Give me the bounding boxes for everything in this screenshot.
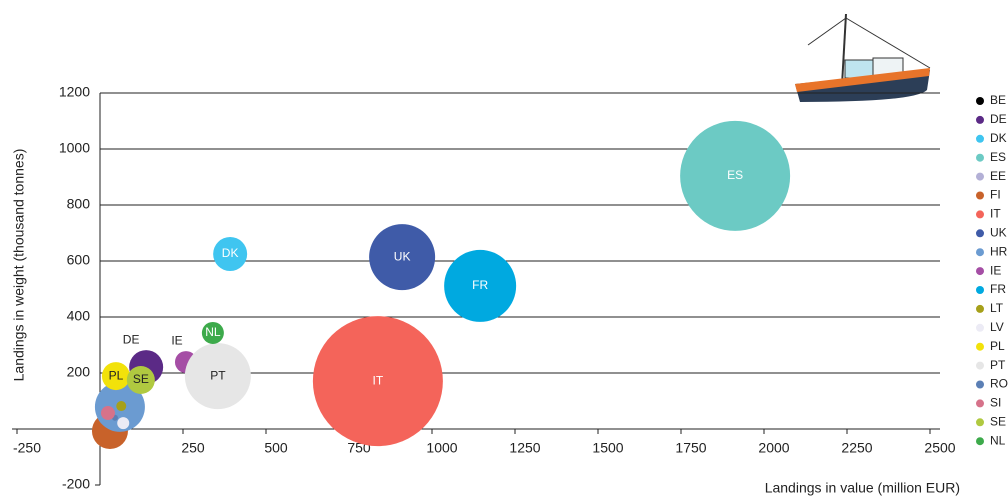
boat-illustration [795,13,931,102]
x-tick-label: 1250 [509,440,540,456]
x-tick-label: 2000 [758,440,789,456]
x-tick-label: -250 [13,440,41,456]
legend-label: FI [990,188,1001,202]
bubble-label: IT [373,373,384,387]
y-tick-label: 400 [67,308,91,324]
bubble [201,321,224,344]
y-tick-label: 600 [67,252,91,268]
y-tick-label: 200 [67,364,91,380]
legend-label: LV [990,320,1004,334]
legend-label: PT [990,358,1006,372]
bubble [100,406,115,421]
bubble-label: FR [472,278,488,292]
legend-label: PL [990,339,1005,353]
x-tick-label: 1750 [675,440,706,456]
legend-label: ES [990,150,1006,164]
y-axis-label: Landings in weight (thousand tonnes) [11,149,27,382]
legend-marker [976,361,984,370]
legend-label: DK [990,131,1007,145]
legend-marker [976,399,984,408]
legend-marker [976,134,984,143]
bubble [312,316,443,447]
legend-marker [976,172,984,181]
bubble-label: DK [222,246,239,260]
x-axis-label: Landings in value (million EUR) [765,480,960,496]
bubble [116,401,127,412]
legend-marker [976,229,984,238]
legend-label: BE [990,93,1006,107]
bubble [126,366,155,394]
bubble-label: SE [133,372,149,386]
x-tick-label: 500 [264,440,288,456]
legend-label: NL [990,433,1006,447]
y-tick-label: -200 [62,476,90,492]
bubble-label: NL [205,325,221,339]
legend-label: IE [990,263,1001,277]
bubble-label: IE [171,333,182,347]
legend-label: UK [990,225,1007,239]
bubble-label: PL [109,368,124,382]
legend-marker [976,437,984,446]
legend-marker [976,380,984,389]
legend-label: HR [990,244,1008,258]
x-tick-label: 2250 [841,440,872,456]
legend-marker [976,115,984,124]
legend-marker [976,97,984,105]
legend-label: IT [990,207,1001,221]
legend-marker [976,210,984,219]
bubble [117,417,130,430]
bubble-label: ES [727,168,743,182]
y-tick-label: 1200 [59,84,90,100]
legend-marker [976,267,984,276]
y-tick-label: 1000 [59,140,90,156]
bubble [101,362,130,391]
x-tick-label: 1500 [592,440,623,456]
legend-marker [976,342,984,351]
legend-marker [976,323,984,332]
bubble-label: PT [210,368,226,382]
legend-marker [976,191,984,200]
legend-label: SE [990,414,1006,428]
bubble [680,120,791,231]
bubble [369,224,436,291]
y-tick-label: 800 [67,196,91,212]
x-tick-label: 250 [181,440,205,456]
bubble [444,249,517,322]
legend-label: SI [990,396,1001,410]
legend-marker [976,418,984,427]
legend-label: FR [990,282,1006,296]
legend-marker [976,248,984,257]
legend-marker [976,304,984,313]
legend-label: DE [990,112,1007,126]
bubble [213,237,248,271]
legend-marker [976,153,984,162]
legend-label: LT [990,301,1004,315]
x-tick-label: 1000 [426,440,457,456]
legend-marker [976,286,984,294]
bubble [184,343,251,410]
x-tick-label: 2500 [924,440,955,456]
bubble-label: UK [394,249,411,263]
legend-label: RO [990,377,1008,391]
bubble-label: DE [123,332,140,346]
legend-label: EE [990,169,1006,183]
